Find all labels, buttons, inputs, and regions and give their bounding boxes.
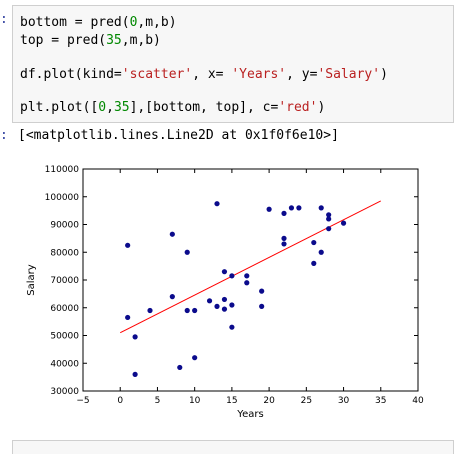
scatter-point (288, 205, 295, 211)
y-tick-label: 80000 (50, 248, 79, 258)
code-token: top = pred( (20, 33, 107, 48)
scatter-point (147, 307, 153, 314)
scatter-point (244, 273, 250, 279)
code-token: ,m,b) (137, 15, 177, 30)
code-token: 35 (106, 33, 122, 48)
code-line-df-plot[interactable]: df.plot(kind='scatter', x= 'Years', y='S… (20, 67, 388, 82)
x-tick-label: 5 (155, 396, 161, 406)
scatter-point (229, 273, 235, 279)
code-cell[interactable]: bottom = pred(0,m,b) top = pred(35,m,b) … (12, 5, 454, 123)
scatter-point (169, 294, 175, 300)
scatter-point (184, 307, 190, 314)
x-axis-label: Years (236, 409, 263, 420)
scatter-point (318, 205, 324, 211)
output-text: [<matplotlib.lines.Line2D at 0x1f0f6e10>… (18, 128, 339, 143)
x-tick-label: 30 (338, 396, 350, 406)
code-token: ,m,b) (121, 33, 161, 48)
scatter-point (169, 231, 175, 237)
code-token: , (106, 100, 114, 115)
scatter-point (214, 201, 220, 207)
y-tick-label: 90000 (50, 221, 79, 231)
code-token: ],[bottom, top], c= (129, 100, 279, 115)
y-tick-label: 50000 (50, 332, 79, 342)
code-token: , y= (286, 67, 318, 82)
y-tick-label: 110000 (45, 165, 80, 175)
code-token: 'scatter' (121, 67, 193, 82)
scatter-chart: 30000 40000 50000 60000 70000 80000 90000 10000… (26, 165, 424, 420)
x-tick-label: −5 (76, 396, 89, 406)
scatter-point (326, 212, 332, 218)
scatter-point (221, 296, 228, 303)
y-axis-label: Salary (26, 264, 37, 295)
scatter-point (326, 226, 332, 232)
scatter-point (221, 269, 228, 275)
code-token: 0 (98, 100, 107, 115)
scatter-point (281, 241, 287, 247)
code-token: ) (380, 67, 388, 82)
scatter-point (326, 216, 332, 222)
x-tick-label: 0 (117, 396, 123, 406)
scatter-point (266, 206, 272, 212)
scatter-point (259, 288, 265, 294)
y-tick-label: 40000 (50, 359, 79, 369)
scatter-point (132, 371, 138, 377)
scatter-point (259, 303, 265, 309)
code-token: 'red' (278, 100, 318, 115)
scatter-point (281, 235, 287, 241)
scatter-point (229, 302, 235, 308)
input-prompt: : (0, 12, 8, 27)
x-tick-label: 20 (263, 396, 275, 406)
scatter-point (125, 242, 131, 248)
scatter-point (221, 306, 228, 312)
y-tick-label: 30000 (50, 387, 79, 397)
scatter-point (132, 334, 138, 340)
code-token: , x= (192, 67, 232, 82)
scatter-point (214, 303, 220, 309)
x-tick-label: 10 (189, 396, 201, 406)
scatter-point (340, 220, 347, 226)
code-token: plt.plot([ (20, 100, 99, 115)
code-token: bottom = pred( (20, 15, 130, 30)
scatter-point (206, 298, 213, 304)
scatter-point (192, 307, 198, 314)
y-tick-label: 70000 (50, 276, 79, 286)
scatter-point (192, 355, 198, 361)
code-token: 0 (129, 15, 138, 30)
plot-frame (82, 168, 419, 392)
y-tick-label: 60000 (50, 304, 79, 314)
code-line-plt-plot[interactable]: plt.plot([0,35],[bottom, top], c='red') (20, 100, 325, 115)
code-token: 'Years' (231, 67, 287, 82)
code-token: ) (317, 100, 326, 115)
scatter-point (125, 314, 131, 321)
scatter-point (311, 239, 317, 246)
code-token: df.plot(kind= (20, 67, 122, 82)
scatter-point (184, 249, 190, 255)
code-line-bottom[interactable]: bottom = pred(0,m,b) (20, 15, 177, 30)
next-code-cell[interactable] (12, 440, 454, 454)
x-tick-label: 25 (301, 396, 312, 406)
scatter-point (281, 210, 287, 216)
output-prompt: : (0, 128, 8, 143)
scatter-point (229, 324, 235, 330)
scatter-point (311, 260, 317, 266)
y-tick-label: 100000 (45, 193, 80, 203)
scatter-point (177, 364, 183, 371)
x-tick-label: 35 (375, 396, 386, 406)
fit-line (119, 200, 382, 334)
code-line-top[interactable]: top = pred(35,m,b) (20, 33, 161, 48)
x-tick-label: 40 (412, 396, 424, 406)
scatter-point (318, 249, 324, 255)
code-token: 'Salary' (317, 67, 381, 82)
code-token: 35 (113, 100, 130, 115)
scatter-point (244, 280, 250, 286)
x-tick-label: 15 (226, 396, 237, 406)
scatter-point (296, 205, 302, 211)
